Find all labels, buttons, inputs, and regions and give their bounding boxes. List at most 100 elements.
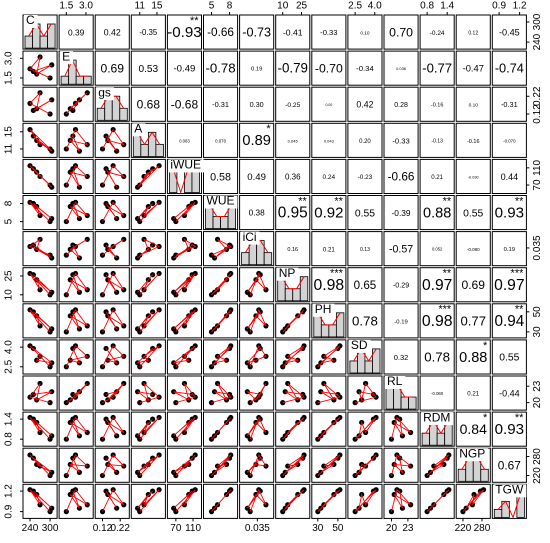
panel-frame bbox=[203, 158, 239, 194]
smooth-line bbox=[391, 416, 411, 440]
x-tick-label: 4.0 bbox=[368, 1, 382, 12]
panel-frame bbox=[22, 339, 58, 375]
correlation-value: -0.73 bbox=[242, 25, 271, 39]
correlation-value: 0.98 bbox=[314, 277, 345, 294]
panel-frame bbox=[275, 339, 311, 375]
density-line bbox=[64, 58, 88, 77]
panel-frame bbox=[166, 339, 202, 375]
panel-frame bbox=[94, 483, 130, 519]
panel-frame bbox=[130, 303, 166, 339]
smooth-line bbox=[65, 128, 89, 152]
correlation-value: 0.67 bbox=[498, 458, 521, 472]
variable-name: NGP bbox=[459, 446, 485, 460]
panel-frame bbox=[94, 122, 130, 158]
correlation-value: -0.45 bbox=[499, 27, 520, 37]
histogram-bar bbox=[408, 396, 417, 410]
panel-frame bbox=[239, 339, 275, 375]
panel-frame bbox=[58, 303, 94, 339]
panel-frame bbox=[130, 483, 166, 519]
y-tick-label: 4.0 bbox=[4, 340, 15, 354]
panel-frame bbox=[347, 303, 383, 339]
smooth-line bbox=[211, 489, 232, 512]
smooth-line bbox=[173, 201, 196, 222]
panel-frame bbox=[58, 339, 94, 375]
panel-frame bbox=[130, 231, 166, 267]
panel-frame bbox=[203, 231, 239, 267]
panel-frame bbox=[166, 86, 202, 122]
correlation-value: 0.84 bbox=[460, 421, 487, 437]
panel-frame bbox=[383, 411, 419, 447]
correlation-value: 0.55 bbox=[499, 353, 519, 364]
correlation-value: -0.74 bbox=[495, 61, 524, 76]
correlation-value: -0.68 bbox=[171, 97, 199, 111]
panel-frame bbox=[383, 50, 419, 86]
panel-frame bbox=[419, 267, 455, 303]
correlation-value: -0.24 bbox=[430, 30, 445, 37]
panel-frame bbox=[239, 50, 275, 86]
panel-frame bbox=[22, 50, 58, 86]
smooth-line bbox=[29, 454, 53, 476]
scatter-point bbox=[247, 509, 253, 515]
panel-frame bbox=[166, 231, 202, 267]
scatter-point bbox=[70, 166, 76, 172]
histogram-bar bbox=[83, 75, 92, 85]
x-tick-label: 0.12 bbox=[93, 523, 113, 534]
panel-frame bbox=[58, 447, 94, 483]
panel-frame bbox=[239, 267, 275, 303]
histogram-bar bbox=[220, 216, 229, 230]
variable-name-box bbox=[348, 339, 371, 353]
panel-frame bbox=[491, 195, 527, 231]
correlation-value: -0.31 bbox=[501, 100, 518, 109]
variable-name: iCi bbox=[243, 230, 257, 244]
histogram-bar bbox=[119, 107, 128, 121]
panel-frame bbox=[347, 122, 383, 158]
panel-frame bbox=[455, 14, 491, 50]
smooth-line bbox=[246, 272, 267, 295]
smooth-line bbox=[29, 238, 53, 259]
panel-frame bbox=[22, 122, 58, 158]
panel-frame bbox=[275, 447, 311, 483]
panel-frame bbox=[166, 14, 202, 50]
variable-name-box bbox=[312, 303, 335, 317]
panel-frame bbox=[58, 375, 94, 411]
histogram-bar bbox=[320, 324, 330, 338]
smooth-line bbox=[282, 309, 305, 333]
smooth-line bbox=[426, 489, 450, 512]
correlation-value: -0.070 bbox=[503, 139, 516, 144]
panel-frame bbox=[347, 267, 383, 303]
variable-name-box bbox=[276, 267, 299, 281]
panel-frame bbox=[311, 158, 347, 194]
variable-name: iWUE bbox=[170, 158, 201, 172]
x-tick-label: 25 bbox=[296, 1, 308, 12]
correlation-value: 0.00 bbox=[325, 103, 332, 107]
histogram-bar bbox=[400, 396, 409, 410]
correlation-value: 0.10 bbox=[469, 103, 479, 109]
smooth-line bbox=[66, 238, 88, 259]
panel-frame bbox=[383, 122, 419, 158]
variable-name: PH bbox=[315, 302, 332, 316]
panel-frame bbox=[311, 195, 347, 231]
x-tick-label: 240 bbox=[22, 523, 39, 534]
histogram-bar bbox=[155, 143, 164, 157]
histogram-bar bbox=[241, 252, 250, 266]
smooth-line bbox=[317, 454, 341, 476]
significance-stars: * bbox=[266, 123, 271, 135]
y-tick-label: 25 bbox=[4, 270, 15, 282]
y-tick-label: 70 bbox=[532, 179, 543, 191]
panel-frame bbox=[491, 122, 527, 158]
correlation-value: 0.052 bbox=[432, 247, 443, 252]
correlation-value: 0.93 bbox=[495, 421, 524, 438]
significance-stars: ** bbox=[515, 195, 524, 207]
smooth-line bbox=[173, 383, 196, 404]
histogram-bar bbox=[349, 360, 358, 374]
smooth-line bbox=[29, 273, 53, 296]
smooth-line bbox=[136, 345, 160, 368]
panel-frame bbox=[455, 303, 491, 339]
correlation-value: 0.58 bbox=[210, 171, 231, 183]
smooth-line bbox=[173, 417, 196, 440]
correlation-value: 0.39 bbox=[68, 27, 85, 37]
density-line bbox=[497, 493, 522, 519]
significance-stars: *** bbox=[438, 304, 452, 316]
panel-frame bbox=[383, 158, 419, 194]
panel-frame bbox=[275, 483, 311, 519]
